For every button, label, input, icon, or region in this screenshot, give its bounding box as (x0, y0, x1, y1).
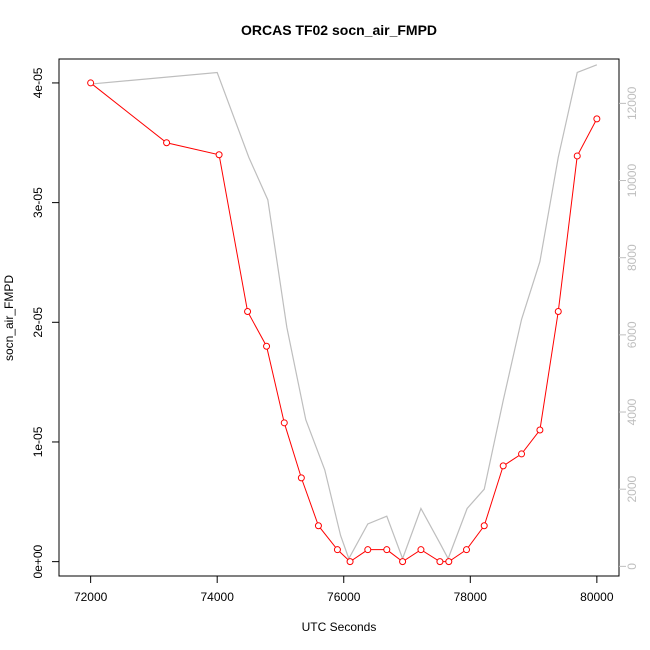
y-tick-label: 3e-05 (31, 187, 45, 218)
x-axis-label: UTC Seconds (302, 620, 377, 634)
y-tick-label: 4e-05 (31, 67, 45, 98)
data-point (445, 558, 453, 566)
data-point (536, 426, 544, 434)
data-point (346, 558, 354, 566)
y-tick-label: 1e-05 (31, 426, 45, 457)
data-point (383, 546, 391, 554)
data-point (463, 546, 471, 554)
data-point (333, 546, 341, 554)
y2-tick-label: 10000 (625, 164, 639, 198)
x-tick-label: 74000 (201, 590, 235, 604)
secondary-series-line (90, 64, 598, 561)
x-tick-label: 80000 (580, 590, 614, 604)
y2-tick-label: 6000 (625, 321, 639, 348)
y-tick-label: 0e+00 (31, 544, 45, 578)
data-point (518, 450, 526, 458)
y2-tick-label: 2000 (625, 476, 639, 503)
data-point (436, 558, 444, 566)
data-point (263, 342, 271, 350)
data-point (573, 152, 581, 160)
data-point (280, 419, 288, 427)
data-point (244, 308, 252, 316)
data-point (314, 522, 322, 530)
primary-series (87, 79, 601, 566)
x-tick-label: 72000 (74, 590, 108, 604)
data-point (163, 139, 171, 147)
x-tick-label: 78000 (454, 590, 488, 604)
data-point (417, 546, 425, 554)
data-point (499, 462, 507, 470)
y2-tick-label: 0 (625, 563, 639, 570)
y-tick-label: 2e-05 (31, 307, 45, 338)
data-point (399, 558, 407, 566)
x-axis: 72000 74000 76000 78000 80000 (74, 576, 614, 604)
data-point (87, 79, 95, 87)
data-point (593, 115, 601, 123)
plot-frame (58, 58, 620, 577)
data-point (297, 474, 305, 482)
data-point (364, 546, 372, 554)
x-tick-label: 76000 (327, 590, 361, 604)
y2-tick-label: 4000 (625, 398, 639, 425)
primary-series-line (90, 82, 598, 563)
data-point (480, 522, 488, 530)
right-axis: 0 2000 4000 6000 8000 10000 12000 (619, 86, 639, 570)
chart-title: ORCAS TF02 socn_air_FMPD (241, 22, 437, 38)
y2-tick-label: 8000 (625, 244, 639, 271)
y2-tick-label: 12000 (625, 86, 639, 120)
secondary-series (90, 64, 598, 561)
y-axis: 0e+00 1e-05 2e-05 3e-05 4e-05 (31, 67, 59, 578)
data-point (554, 308, 562, 316)
y-axis-label: socn_air_FMPD (2, 275, 16, 361)
data-point (215, 151, 223, 159)
